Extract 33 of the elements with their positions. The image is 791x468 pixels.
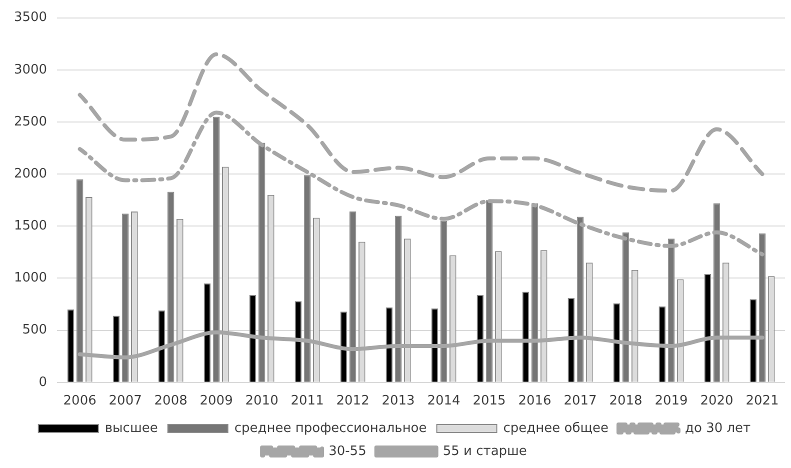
line-series (78, 52, 764, 193)
legend-label: 55 и старше (442, 444, 527, 459)
y-tick-label: 0 (38, 374, 48, 390)
legend-label: среднее общее (503, 420, 608, 436)
x-tick-label: 2012 (336, 394, 370, 409)
x-tick-label: 2009 (200, 394, 233, 409)
x-tick-label: 2014 (427, 394, 460, 409)
x-tick-label: 2007 (108, 394, 142, 409)
x-tick-label: 2013 (382, 394, 415, 409)
x-tick-label: 2006 (63, 394, 96, 409)
legend-label: высшее (104, 420, 158, 436)
x-tick-label: 2011 (290, 394, 324, 409)
line-series (78, 330, 764, 360)
x-tick-label: 2017 (564, 394, 597, 409)
x-tick-label: 2020 (700, 394, 734, 409)
x-tick-label: 2021 (746, 394, 779, 409)
y-tick-label: 3000 (14, 62, 48, 78)
x-tick-label: 2019 (654, 394, 688, 409)
legend-label: 30-55 (328, 444, 366, 459)
legend-label: среднее профессиональное (234, 420, 427, 436)
x-tick-label: 2015 (472, 394, 506, 409)
x-tick-label: 2016 (518, 394, 552, 409)
y-tick-label: 2000 (14, 166, 48, 182)
y-tick-label: 2500 (14, 114, 48, 130)
y-tick-label: 3500 (14, 10, 48, 26)
y-tick-label: 1000 (14, 270, 48, 286)
legend-label: до 30 лет (684, 420, 752, 436)
x-tick-label: 2008 (154, 394, 188, 409)
y-tick-label: 500 (22, 322, 48, 338)
x-tick-label: 2010 (245, 394, 278, 409)
y-tick-label: 1500 (14, 218, 48, 234)
line-series (78, 110, 764, 256)
x-tick-label: 2018 (609, 394, 642, 409)
